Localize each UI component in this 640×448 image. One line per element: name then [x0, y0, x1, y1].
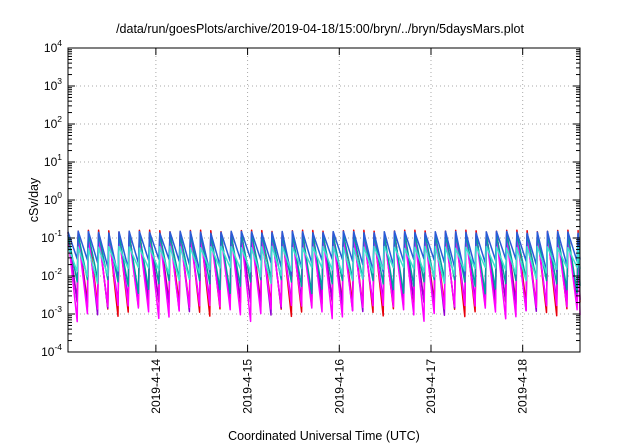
x-tick-label: 2019-4-16 — [332, 359, 346, 414]
y-tick-label: 100 — [44, 190, 62, 207]
series-line — [67, 230, 581, 277]
x-tick-label: 2019-4-14 — [149, 359, 163, 414]
x-axis: 2019-4-14 2019-4-15 2019-4-16 2019-4-17 2019… — [149, 48, 530, 414]
y-axis-label: cSv/day — [27, 177, 41, 223]
grid — [68, 48, 580, 352]
x-axis-label: Coordinated Universal Time (UTC) — [228, 429, 420, 443]
x-tick-label: 2019-4-17 — [424, 359, 438, 414]
y-tick-label: 103 — [44, 76, 62, 93]
chart-title: /data/run/goesPlots/archive/2019-04-18/1… — [116, 22, 524, 36]
y-tick-label: 10-1 — [41, 228, 62, 245]
series-line — [67, 245, 581, 285]
y-tick-label: 10-3 — [41, 304, 62, 321]
x-tick-label: 2019-4-15 — [241, 359, 255, 414]
y-tick-label: 102 — [44, 114, 62, 131]
y-tick-label: 101 — [44, 152, 62, 169]
x-tick-label: 2019-4-18 — [516, 359, 530, 414]
y-tick-label: 10-4 — [41, 342, 62, 359]
y-tick-label: 104 — [44, 38, 62, 55]
series-group — [67, 229, 581, 323]
y-tick-label: 10-2 — [41, 266, 62, 283]
y-axis: 10-4 10-3 10-2 10-1 100 101 102 103 104 — [41, 38, 580, 359]
